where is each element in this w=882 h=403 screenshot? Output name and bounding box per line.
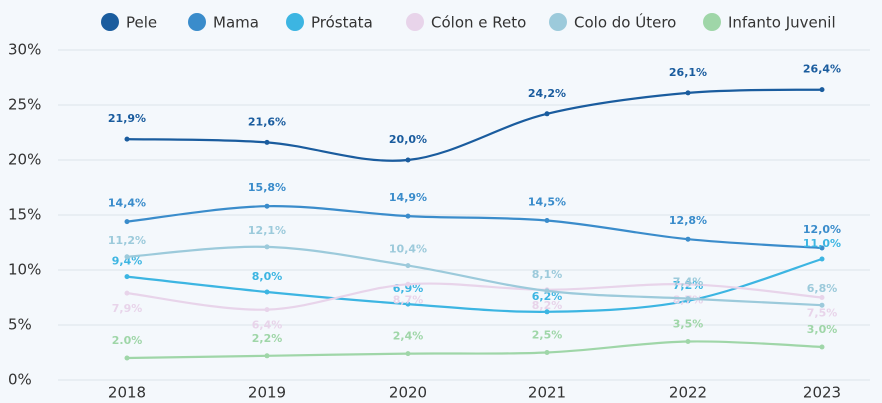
data-point bbox=[264, 353, 270, 359]
data-label: 26,1% bbox=[669, 66, 707, 79]
x-tick-label: 2021 bbox=[528, 384, 566, 402]
data-point bbox=[544, 288, 550, 294]
data-point bbox=[685, 296, 691, 302]
x-tick-label: 2023 bbox=[803, 384, 841, 402]
y-tick-label: 5% bbox=[8, 316, 32, 334]
data-label: 3,0% bbox=[807, 323, 838, 336]
data-label: 7,9% bbox=[112, 302, 143, 315]
legend-marker bbox=[286, 13, 304, 31]
series-line bbox=[126, 340, 823, 360]
data-point bbox=[124, 254, 130, 260]
data-point bbox=[819, 302, 825, 308]
data-label: 10,4% bbox=[389, 243, 427, 256]
data-point bbox=[819, 344, 825, 350]
data-label: 8,2% bbox=[532, 299, 563, 312]
data-label: 2,5% bbox=[532, 329, 563, 342]
data-label: 12,1% bbox=[248, 224, 286, 237]
data-label: 2,2% bbox=[252, 332, 283, 345]
data-point bbox=[819, 87, 825, 93]
x-tick-label: 2018 bbox=[108, 384, 146, 402]
data-point bbox=[544, 218, 550, 223]
data-point bbox=[124, 136, 130, 142]
data-point bbox=[685, 339, 691, 344]
data-label: 12,0% bbox=[803, 223, 841, 236]
data-point bbox=[819, 245, 825, 251]
data-label: 15,8% bbox=[248, 181, 286, 194]
data-label: 21,6% bbox=[248, 115, 286, 128]
data-label: 21,9% bbox=[108, 112, 146, 125]
data-point bbox=[685, 236, 691, 242]
data-label: 9,4% bbox=[112, 255, 143, 268]
data-label: 7,4% bbox=[673, 276, 704, 289]
y-tick-label: 15% bbox=[8, 206, 41, 224]
data-point bbox=[264, 139, 270, 145]
data-point bbox=[124, 219, 130, 225]
data-label: 8,1% bbox=[532, 268, 563, 281]
data-label: 20,0% bbox=[389, 133, 427, 146]
data-point bbox=[405, 351, 411, 357]
data-label: 2,4% bbox=[393, 330, 424, 343]
x-tick-label: 2022 bbox=[669, 384, 707, 402]
y-tick-label: 10% bbox=[8, 261, 41, 279]
data-label: 24,2% bbox=[528, 87, 566, 100]
data-label: 3,5% bbox=[673, 318, 704, 331]
data-point bbox=[264, 244, 270, 250]
series-line bbox=[126, 282, 823, 311]
data-label: 12,8% bbox=[669, 214, 707, 227]
data-label: 2.0% bbox=[112, 334, 143, 347]
legend-label: Colo do Útero bbox=[574, 13, 676, 32]
legend-label: Infanto Juvenil bbox=[728, 14, 836, 32]
data-label: 14,5% bbox=[528, 196, 566, 209]
data-point bbox=[264, 307, 270, 313]
data-label: 14,4% bbox=[108, 197, 146, 210]
data-point bbox=[124, 274, 130, 280]
legend-marker bbox=[188, 13, 206, 31]
legend-marker bbox=[703, 13, 721, 31]
data-label: 8,0% bbox=[252, 270, 283, 283]
data-point bbox=[405, 281, 411, 287]
data-point bbox=[264, 203, 270, 209]
legend-marker bbox=[549, 13, 567, 31]
series-line bbox=[126, 245, 823, 307]
data-point bbox=[124, 355, 130, 361]
series-line bbox=[126, 257, 823, 313]
data-label: 26,4% bbox=[803, 63, 841, 76]
y-tick-label: 30% bbox=[8, 41, 41, 59]
data-point bbox=[819, 295, 825, 300]
data-label: 14,9% bbox=[389, 191, 427, 204]
data-label: 8,7% bbox=[393, 293, 424, 306]
data-label: 7,5% bbox=[807, 307, 838, 320]
legend-label: Cólon e Reto bbox=[431, 14, 526, 32]
legend-marker bbox=[101, 13, 119, 31]
legend-label: Próstata bbox=[311, 14, 373, 32]
series-line bbox=[126, 205, 823, 250]
y-tick-label: 0% bbox=[8, 371, 32, 389]
data-point bbox=[819, 256, 825, 262]
data-point bbox=[544, 350, 550, 355]
legend-marker bbox=[406, 13, 424, 31]
data-point bbox=[405, 157, 411, 163]
data-label: 6,2% bbox=[532, 290, 563, 303]
data-label: 6,4% bbox=[252, 319, 283, 332]
data-point bbox=[124, 290, 130, 296]
data-point bbox=[405, 213, 411, 219]
data-point bbox=[685, 281, 691, 287]
legend-label: Mama bbox=[213, 14, 259, 32]
data-label: 6,8% bbox=[807, 282, 838, 295]
y-tick-label: 25% bbox=[8, 96, 41, 114]
x-tick-label: 2020 bbox=[389, 384, 427, 402]
data-point bbox=[405, 301, 411, 307]
data-label: 11,2% bbox=[108, 234, 146, 247]
data-point bbox=[264, 289, 270, 295]
legend-label: Pele bbox=[126, 14, 157, 32]
data-label: 11,0% bbox=[803, 237, 841, 250]
data-point bbox=[544, 309, 550, 315]
y-tick-label: 20% bbox=[8, 151, 41, 169]
x-tick-label: 2019 bbox=[248, 384, 286, 402]
data-point bbox=[544, 111, 550, 117]
data-point bbox=[405, 263, 411, 269]
series-line bbox=[126, 88, 823, 162]
data-point bbox=[685, 90, 691, 96]
